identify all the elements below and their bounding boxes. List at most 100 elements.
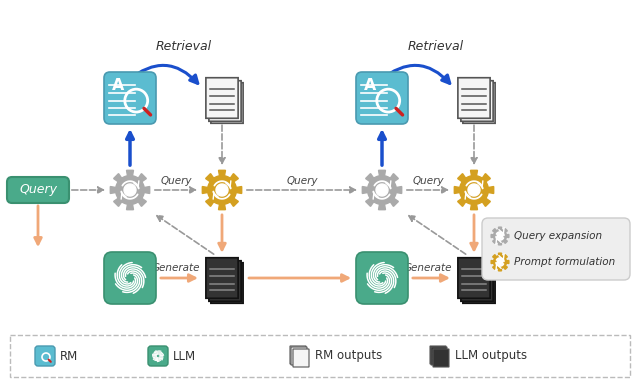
Polygon shape [202, 187, 208, 194]
Polygon shape [483, 174, 490, 182]
Polygon shape [493, 266, 496, 269]
FancyBboxPatch shape [482, 218, 630, 280]
FancyBboxPatch shape [458, 78, 490, 118]
Polygon shape [499, 227, 502, 230]
FancyBboxPatch shape [433, 349, 449, 367]
Polygon shape [390, 198, 398, 206]
Polygon shape [499, 268, 502, 271]
Text: A: A [112, 78, 124, 93]
Polygon shape [376, 184, 388, 196]
FancyBboxPatch shape [356, 72, 408, 124]
FancyBboxPatch shape [148, 346, 168, 366]
FancyBboxPatch shape [104, 252, 156, 304]
FancyBboxPatch shape [463, 83, 495, 123]
Polygon shape [218, 204, 225, 210]
Text: LLM outputs: LLM outputs [455, 349, 527, 362]
Polygon shape [144, 187, 150, 194]
Polygon shape [116, 175, 145, 204]
Polygon shape [127, 204, 134, 210]
FancyBboxPatch shape [290, 346, 306, 364]
Polygon shape [138, 174, 147, 182]
Polygon shape [506, 235, 509, 238]
Polygon shape [365, 174, 374, 182]
Polygon shape [504, 255, 508, 258]
FancyBboxPatch shape [293, 349, 309, 367]
Polygon shape [390, 174, 398, 182]
Polygon shape [367, 175, 396, 204]
Text: Query: Query [286, 176, 317, 186]
FancyBboxPatch shape [211, 263, 243, 303]
Polygon shape [504, 228, 508, 232]
FancyBboxPatch shape [206, 78, 238, 118]
Polygon shape [493, 255, 496, 258]
Polygon shape [497, 233, 502, 239]
Polygon shape [470, 204, 477, 210]
Polygon shape [491, 235, 493, 238]
Polygon shape [454, 187, 460, 194]
FancyBboxPatch shape [461, 261, 493, 301]
Polygon shape [114, 198, 122, 206]
FancyBboxPatch shape [10, 335, 630, 377]
Polygon shape [378, 170, 385, 176]
Text: Retrieval: Retrieval [408, 40, 464, 53]
Polygon shape [218, 170, 225, 176]
Text: RM: RM [60, 349, 78, 362]
Text: Query: Query [412, 176, 444, 186]
Polygon shape [506, 260, 509, 263]
Polygon shape [493, 255, 506, 268]
Text: Query expansion: Query expansion [514, 231, 602, 241]
FancyBboxPatch shape [458, 258, 490, 298]
Text: Retrieval: Retrieval [156, 40, 212, 53]
Text: A: A [364, 78, 376, 93]
Text: RM outputs: RM outputs [315, 349, 382, 362]
Polygon shape [127, 170, 134, 176]
Polygon shape [216, 184, 228, 196]
Polygon shape [483, 198, 490, 206]
Polygon shape [493, 240, 496, 243]
FancyBboxPatch shape [209, 81, 241, 121]
Text: Query: Query [19, 184, 57, 197]
Text: Generate: Generate [152, 263, 200, 273]
Text: Query: Query [160, 176, 192, 186]
FancyBboxPatch shape [35, 346, 55, 366]
Polygon shape [493, 230, 506, 242]
Polygon shape [488, 187, 493, 194]
Polygon shape [504, 266, 508, 269]
FancyBboxPatch shape [206, 258, 238, 298]
Polygon shape [499, 253, 502, 256]
FancyBboxPatch shape [104, 72, 156, 124]
Polygon shape [460, 175, 488, 204]
FancyBboxPatch shape [463, 263, 495, 303]
Polygon shape [205, 174, 214, 182]
FancyBboxPatch shape [291, 347, 307, 365]
FancyBboxPatch shape [356, 252, 408, 304]
Polygon shape [207, 175, 236, 204]
Text: LLM: LLM [173, 349, 196, 362]
FancyBboxPatch shape [430, 346, 446, 364]
Polygon shape [114, 174, 122, 182]
Polygon shape [205, 198, 214, 206]
Polygon shape [468, 184, 480, 196]
Polygon shape [497, 259, 502, 265]
Polygon shape [236, 187, 242, 194]
Text: Generate: Generate [404, 263, 452, 273]
FancyBboxPatch shape [431, 347, 447, 365]
Polygon shape [458, 198, 466, 206]
FancyBboxPatch shape [461, 81, 493, 121]
Polygon shape [470, 170, 477, 176]
Polygon shape [458, 174, 466, 182]
FancyBboxPatch shape [209, 261, 241, 301]
Polygon shape [230, 198, 238, 206]
Polygon shape [362, 187, 368, 194]
Polygon shape [378, 204, 385, 210]
Polygon shape [110, 187, 116, 194]
Polygon shape [504, 240, 508, 243]
FancyBboxPatch shape [211, 83, 243, 123]
Polygon shape [124, 184, 136, 196]
Polygon shape [365, 198, 374, 206]
Polygon shape [499, 242, 502, 245]
Polygon shape [491, 260, 493, 263]
Polygon shape [138, 198, 147, 206]
Text: Prompt formulation: Prompt formulation [514, 257, 615, 267]
Polygon shape [396, 187, 402, 194]
